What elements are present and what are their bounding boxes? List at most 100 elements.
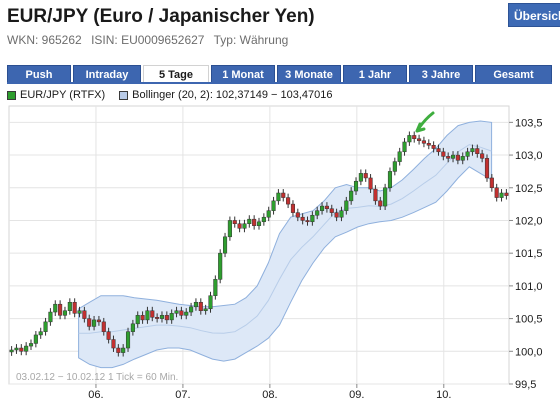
candles [9, 131, 509, 357]
candle [261, 213, 266, 226]
candle-body [242, 223, 247, 229]
candle [339, 206, 344, 222]
tab-3-jahre[interactable]: 3 Jahre [409, 65, 473, 83]
candle-body [222, 236, 228, 254]
candle-body [169, 313, 174, 321]
candle-body [450, 154, 456, 159]
candle [218, 249, 223, 284]
candle [455, 151, 460, 165]
candle-body [140, 315, 145, 321]
candle [383, 183, 388, 211]
candle [412, 131, 417, 143]
candle [281, 189, 286, 202]
candle [441, 147, 446, 161]
page-title: EUR/JPY (Euro / Japanischer Yen) [7, 6, 315, 27]
candle-body [402, 141, 407, 153]
candle [116, 344, 121, 357]
candle [426, 139, 431, 150]
candle-body [465, 151, 470, 157]
candle [43, 317, 48, 336]
candle-body [38, 331, 43, 336]
candle [320, 202, 325, 215]
candle [480, 149, 485, 163]
candle-body [446, 156, 451, 159]
candle [484, 154, 490, 182]
candle-body [373, 188, 378, 202]
candle-body [164, 315, 169, 321]
candle [135, 311, 140, 328]
y-tick-label: 101,0 [515, 281, 543, 293]
candle-body [407, 135, 412, 143]
candle-body [470, 148, 475, 153]
candle [489, 174, 494, 192]
candle [310, 211, 315, 226]
candle [213, 275, 218, 300]
candle-body [504, 192, 509, 196]
candle [121, 344, 126, 357]
candle-body [96, 319, 101, 323]
candle-body [368, 177, 373, 190]
candle-body [198, 301, 203, 311]
candle-body [339, 210, 344, 218]
tab-5-tage[interactable]: 5 Tage [143, 65, 209, 83]
candle [242, 219, 247, 233]
candle [169, 309, 174, 324]
candle-body [67, 301, 72, 311]
candle-body [14, 347, 19, 351]
tab-1-monat[interactable]: 1 Monat [211, 65, 275, 83]
candle-body [92, 319, 97, 327]
candle-body [349, 190, 354, 202]
candle [164, 311, 169, 324]
candle-body [358, 173, 363, 182]
candle-body [106, 331, 111, 340]
candle-body [329, 208, 334, 213]
candle [106, 327, 111, 344]
candle [198, 298, 203, 315]
y-tick-label: 103,0 [515, 150, 543, 162]
candle [450, 151, 456, 163]
candle-body [261, 216, 266, 223]
candle-body [412, 135, 417, 139]
candle-body [344, 200, 349, 211]
candle [271, 196, 276, 215]
candle-body [387, 171, 393, 189]
x-tick-label: 10. [436, 389, 451, 401]
candle-body [436, 148, 441, 153]
candle-body [441, 151, 446, 157]
candle [358, 169, 363, 186]
candle [276, 189, 281, 205]
candle [184, 308, 189, 320]
candle-body [174, 310, 179, 314]
candle-body [353, 180, 359, 192]
candle [315, 206, 320, 220]
candle-body [72, 301, 77, 314]
candle-body [28, 343, 34, 347]
candle-body [266, 210, 271, 218]
candle [92, 315, 97, 331]
candle-body [121, 347, 126, 353]
candle-body [111, 339, 116, 349]
tab-gesamt[interactable]: Gesamt [475, 65, 552, 83]
candle [465, 147, 470, 161]
tab-intraday[interactable]: Intraday [73, 65, 141, 83]
candle-body [9, 349, 14, 353]
candle-body [33, 334, 38, 344]
candle-body [218, 252, 223, 280]
candle [256, 217, 262, 230]
legend-item-bollinger: Bollinger (20, 2): 102,37149 − 103,47016 [119, 89, 332, 101]
legend-swatch-bollinger [119, 90, 129, 100]
candle-body [193, 301, 198, 308]
candle-body [24, 345, 29, 352]
candle-body [237, 223, 242, 229]
candle-body [300, 216, 305, 221]
candle [150, 306, 155, 322]
candle-body [334, 212, 339, 218]
candle-body [227, 220, 232, 238]
overview-button[interactable]: Übersicht [508, 3, 560, 27]
candle-body [155, 317, 160, 319]
x-tick-label: 07. [175, 389, 190, 401]
candle [373, 185, 378, 205]
candle [237, 219, 242, 233]
candle [305, 216, 310, 226]
candle [431, 141, 436, 153]
